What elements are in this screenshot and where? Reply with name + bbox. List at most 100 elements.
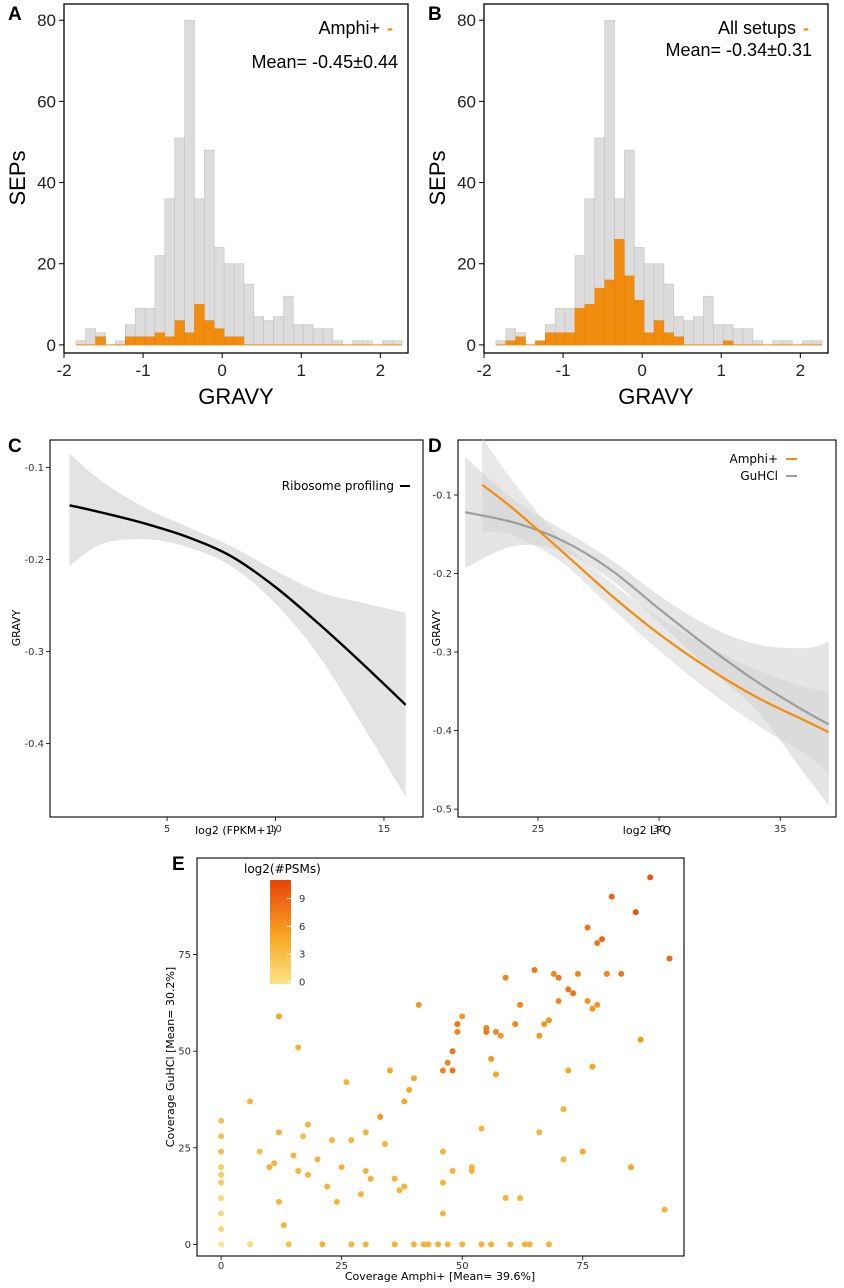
histogram-bar-selected [545,332,556,346]
histogram-bar-all [391,340,403,346]
scatter-point [555,974,562,981]
scatter-point [319,1241,326,1248]
x-axis-label: log2 (FPKM+1) [195,824,277,837]
legend-label: Amphi+ [318,18,380,38]
scatter-point [271,1160,278,1167]
colorbar-tick-label: 6 [299,922,305,933]
scatter-point [459,1013,466,1020]
x-axis-ticks: 0 25 50 75 [218,1256,589,1272]
x-axis-ticks: -2 -1 0 1 2 [56,353,385,380]
scatter-point [536,1129,543,1136]
scatter-point [357,1191,364,1198]
histogram-bar-all [683,320,694,346]
scatter-point [488,1241,495,1248]
x-tick-label: -1 [136,361,151,380]
scatter-point [218,1117,225,1124]
histogram-bar-selected [125,336,136,346]
x-tick-label: 0 [218,1261,224,1272]
scatter-point [343,1079,350,1086]
scatter-point [492,1028,499,1035]
scatter-point [362,1129,369,1136]
colorbar-tick-label: 0 [299,978,305,989]
legend-label-amphi: Amphi+ [729,452,778,466]
y-tick-label: -0.4 [432,726,452,737]
colorbar-tick-label: 9 [299,894,305,905]
scatter-point [280,1222,287,1229]
histogram-bar-all [752,340,764,346]
histogram-bar-selected [194,304,205,346]
scatter-point [300,1133,307,1140]
x-tick-label: 75 [576,1261,589,1272]
scatter-point [570,990,577,997]
histogram-bar-selected [604,279,615,346]
x-axis-ticks: -2 -1 0 1 2 [476,353,805,380]
scatter-point [545,1017,552,1024]
scatter-point [329,1137,336,1144]
colorbar [270,880,291,984]
y-tick-label: 0 [185,1240,191,1251]
y-tick-label: 80 [37,11,56,30]
scatter-point [637,1036,644,1043]
histogram-bar-all [772,340,783,346]
scatter-point [285,1241,292,1248]
scatter-point [661,1206,668,1213]
scatter-point [492,1071,499,1078]
y-tick-label: 75 [178,950,191,961]
scatter-point [584,924,591,931]
y-tick-label: 20 [37,255,56,274]
scatter-point [362,1241,369,1248]
histogram-bar-selected [184,332,195,346]
scatter-point [502,974,509,981]
scatter-point [218,1148,225,1155]
histogram-bar-all [322,328,334,346]
scatter-point [449,1067,456,1074]
histogram-bar-selected [154,332,166,346]
scatter-points [218,874,673,1248]
scatter-point [396,1187,403,1194]
scatter-point [218,1195,225,1202]
trend-lines [465,483,830,734]
scatter-point [439,1148,446,1155]
scatter-point [579,1148,586,1155]
histogram-bar-selected [723,340,734,346]
x-tick-label: 30 [653,824,666,835]
scatter-point [439,1067,446,1074]
histogram-bar-all [811,340,823,346]
scatter-point [594,940,601,947]
scatter-point [444,1059,451,1066]
scatter-point [618,970,625,977]
y-axis-label: SEPs [5,150,30,205]
scatter-point [314,1156,321,1163]
y-axis-ticks: 0 20 40 60 80 [37,11,64,355]
scatter-point [410,1075,417,1082]
bars-amphi [75,304,403,346]
scatter-point [502,1195,509,1202]
y-axis-ticks: 0 20 40 60 80 [457,11,484,355]
smooth-panel-c: 5 10 15 -0.1 -0.2 -0.3 -0.4 log2 (FPKM+1) GRA… [10,439,424,837]
scatter-point [444,1241,451,1248]
scatter-point [218,1179,225,1186]
plot-frame [457,439,837,818]
scatter-point [589,1005,596,1012]
scatter-point [507,1241,514,1248]
x-tick-label: 10 [269,824,282,835]
colorbar-title: log2(#PSMs) [244,862,321,876]
scatter-point [218,1164,225,1171]
scatter-point [521,1241,528,1248]
panel-label-a: A [8,4,22,25]
scatter-point [449,1167,456,1174]
legend-label: All setups [718,18,796,38]
scatter-point [454,1028,461,1035]
scatter-point [565,986,572,993]
scatter-point [584,997,591,1004]
scatter-point [435,1241,442,1248]
scatter-point [275,1198,282,1205]
y-tick-label: 60 [37,92,56,111]
histogram-bar-all [164,198,175,346]
scatter-point [410,1241,417,1248]
legend-symbol: - [803,18,809,38]
scatter-point [256,1148,263,1155]
x-tick-label: 1 [297,361,306,380]
panel-label-b: B [428,4,442,25]
scatter-point [468,1167,475,1174]
